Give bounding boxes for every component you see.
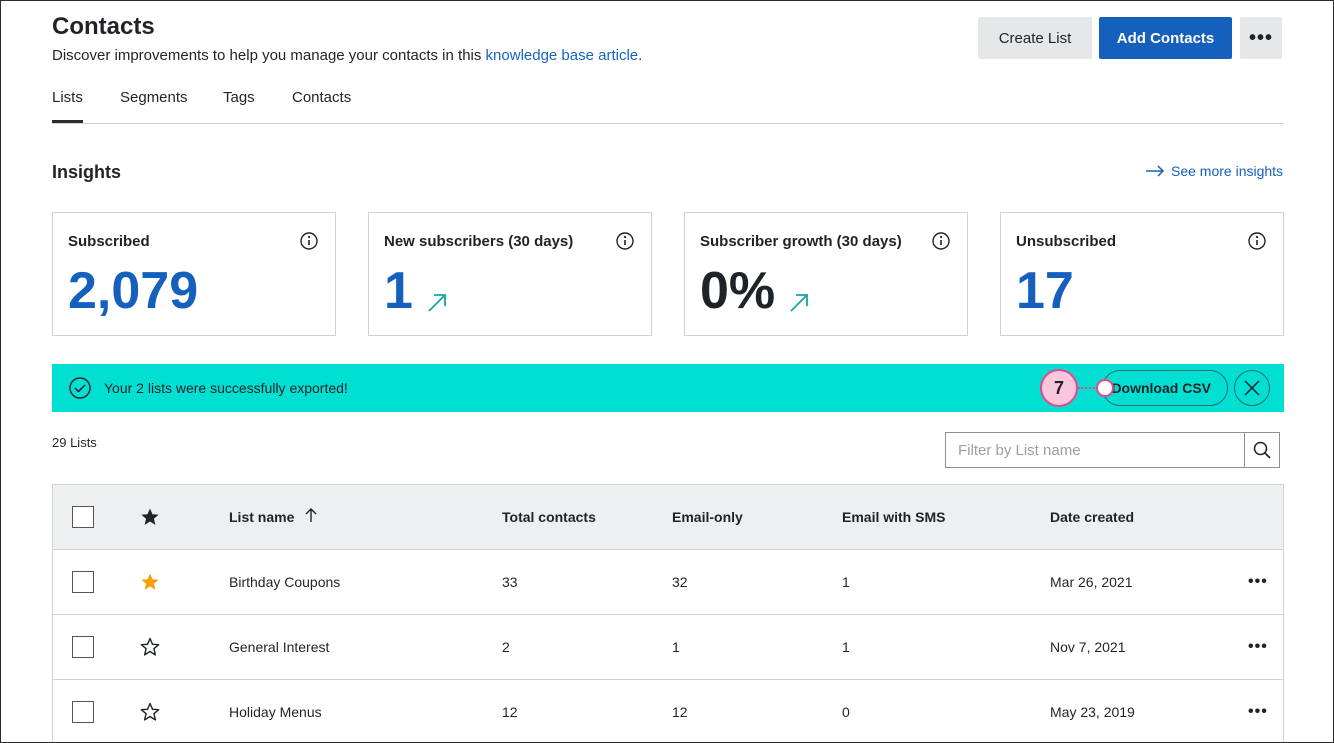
row-checkbox[interactable] — [72, 571, 94, 593]
card-label: New subscribers (30 days) — [384, 233, 574, 250]
trend-up-icon — [428, 294, 446, 312]
date-created: Nov 7, 2021 — [1050, 639, 1126, 655]
annotation-connector — [1078, 387, 1098, 389]
banner-message: Your 2 lists were successfully exported! — [104, 380, 348, 396]
insight-card-new-subscribers: New subscribers (30 days) 1 — [368, 212, 652, 336]
card-value: 2,079 — [68, 261, 198, 321]
email-with-sms: 1 — [842, 574, 850, 590]
close-icon — [1244, 380, 1260, 396]
table-row[interactable]: Holiday Menus 12 12 0 May 23, 2019 ••• — [53, 680, 1283, 742]
email-only: 32 — [672, 574, 688, 590]
total-contacts: 2 — [502, 639, 510, 655]
date-created: May 23, 2019 — [1050, 704, 1135, 720]
tab-bar: Lists Segments Tags Contacts — [52, 87, 1284, 124]
card-label: Unsubscribed — [1016, 233, 1117, 250]
email-with-sms: 0 — [842, 704, 850, 720]
lists-table: List name Total contacts Email-only Emai… — [52, 484, 1284, 742]
card-label: Subscribed — [68, 233, 150, 250]
column-header-email-only[interactable]: Email-only — [672, 509, 743, 525]
info-icon[interactable] — [300, 232, 318, 250]
list-name-header-label: List name — [229, 509, 295, 525]
star-outline-icon[interactable] — [140, 637, 160, 657]
sort-ascending-icon[interactable] — [304, 507, 318, 523]
close-banner-button[interactable] — [1234, 370, 1270, 406]
download-csv-button[interactable]: Download CSV — [1102, 370, 1228, 406]
column-header-email-sms[interactable]: Email with SMS — [842, 509, 946, 525]
star-filled-icon[interactable] — [140, 572, 160, 592]
add-contacts-button[interactable]: Add Contacts — [1099, 17, 1232, 59]
arrow-right-icon — [1146, 165, 1165, 177]
filter-box — [945, 432, 1280, 468]
info-icon[interactable] — [616, 232, 634, 250]
tab-contacts[interactable]: Contacts — [292, 89, 352, 106]
row-more-button[interactable]: ••• — [1248, 703, 1268, 720]
column-header-total-contacts[interactable]: Total contacts — [502, 509, 596, 525]
email-with-sms: 1 — [842, 639, 850, 655]
export-success-banner: Your 2 lists were successfully exported!… — [52, 364, 1284, 412]
check-circle-icon — [69, 377, 91, 399]
list-name[interactable]: General Interest — [229, 639, 330, 655]
subtitle-text: Discover improvements to help you manage… — [52, 47, 486, 64]
see-more-label: See more insights — [1171, 163, 1284, 179]
page-subtitle: Discover improvements to help you manage… — [52, 47, 642, 64]
see-more-insights-link[interactable]: See more insights — [1146, 163, 1283, 179]
row-more-button[interactable]: ••• — [1248, 573, 1268, 590]
list-name[interactable]: Holiday Menus — [229, 704, 322, 720]
create-list-button[interactable]: Create List — [978, 17, 1092, 59]
table-row[interactable]: Birthday Coupons 33 32 1 Mar 26, 2021 ••… — [53, 550, 1283, 615]
page-title: Contacts — [52, 13, 155, 40]
insight-card-subscribed: Subscribed 2,079 — [52, 212, 336, 336]
search-button[interactable] — [1244, 433, 1279, 467]
subscribed-value: 2,079 — [68, 262, 199, 320]
star-filled-icon[interactable] — [140, 507, 160, 527]
subtitle-suffix: . — [638, 47, 643, 64]
insights-title: Insights — [52, 162, 122, 182]
card-label: Subscriber growth (30 days) — [700, 233, 902, 250]
email-only: 1 — [672, 639, 680, 655]
tab-lists[interactable]: Lists — [52, 89, 83, 123]
insight-card-unsubscribed: Unsubscribed 17 — [1000, 212, 1284, 336]
insight-card-subscriber-growth: Subscriber growth (30 days) 0% — [684, 212, 968, 336]
date-created: Mar 26, 2021 — [1050, 574, 1133, 590]
trend-up-icon — [790, 294, 809, 312]
more-actions-button[interactable]: ••• — [1240, 17, 1282, 59]
total-contacts: 12 — [502, 704, 518, 720]
annotation-dot — [1096, 379, 1114, 397]
total-contacts: 33 — [502, 574, 518, 590]
tab-segments[interactable]: Segments — [120, 89, 188, 106]
unsubscribed-value: 17 — [1016, 262, 1074, 320]
row-more-button[interactable]: ••• — [1248, 638, 1268, 655]
row-checkbox[interactable] — [72, 636, 94, 658]
row-checkbox[interactable] — [72, 701, 94, 723]
star-outline-icon[interactable] — [140, 702, 160, 722]
select-all-checkbox[interactable] — [72, 506, 94, 528]
card-value: 0% — [700, 261, 811, 321]
subscriber-growth-value: 0% — [700, 262, 776, 320]
card-value: 17 — [1016, 261, 1074, 321]
table-header: List name Total contacts Email-only Emai… — [53, 485, 1283, 550]
filter-input[interactable] — [946, 433, 1244, 467]
email-only: 12 — [672, 704, 688, 720]
column-header-date-created[interactable]: Date created — [1050, 509, 1135, 525]
column-header-list-name[interactable]: List name — [229, 507, 318, 525]
step-number-badge: 7 — [1040, 369, 1078, 407]
search-icon — [1253, 441, 1271, 459]
lists-count: 29 Lists — [52, 435, 97, 450]
knowledge-base-link[interactable]: knowledge base article — [485, 47, 639, 64]
info-icon[interactable] — [932, 232, 950, 250]
card-value: 1 — [384, 261, 449, 321]
table-row[interactable]: General Interest 2 1 1 Nov 7, 2021 ••• — [53, 615, 1283, 680]
info-icon[interactable] — [1248, 232, 1266, 250]
new-subscribers-value: 1 — [384, 262, 413, 320]
tab-tags[interactable]: Tags — [223, 89, 255, 106]
list-name[interactable]: Birthday Coupons — [229, 574, 341, 590]
